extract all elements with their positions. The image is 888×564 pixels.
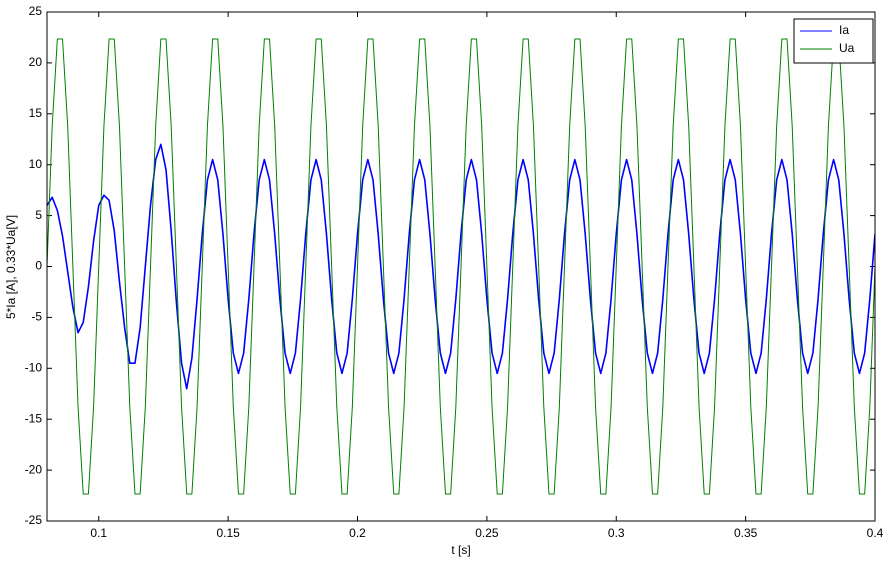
legend-label: Ua (839, 41, 855, 55)
y-tick-label: 20 (29, 55, 43, 69)
y-tick-label: -10 (25, 360, 43, 374)
x-tick-label: 0.4 (867, 526, 884, 540)
y-tick-label: -20 (25, 462, 43, 476)
x-tick-label: 0.1 (90, 526, 107, 540)
x-axis-label: t [s] (451, 543, 470, 557)
legend-box (793, 18, 874, 64)
y-tick-label: 5 (35, 208, 42, 222)
x-tick-label: 0.35 (734, 526, 758, 540)
plot-frame (46, 11, 876, 522)
y-tick-label: -15 (25, 411, 43, 425)
series-line (47, 143, 875, 390)
y-tick-label: 15 (29, 106, 43, 120)
y-tick-label: -25 (25, 513, 43, 527)
y-tick-label: 0 (35, 259, 42, 273)
x-tick-label: 0.25 (475, 526, 499, 540)
y-tick-label: 25 (29, 4, 43, 18)
series-line (47, 38, 875, 495)
legend-label: Ia (839, 23, 849, 37)
x-tick-label: 0.3 (608, 526, 625, 540)
y-tick-label: -5 (31, 310, 42, 324)
y-tick-label: 10 (29, 157, 43, 171)
x-tick-label: 0.2 (349, 526, 366, 540)
y-axis-label: 5*Ia [A], 0.33*Ua[V] (4, 215, 18, 319)
x-tick-label: 0.15 (216, 526, 240, 540)
